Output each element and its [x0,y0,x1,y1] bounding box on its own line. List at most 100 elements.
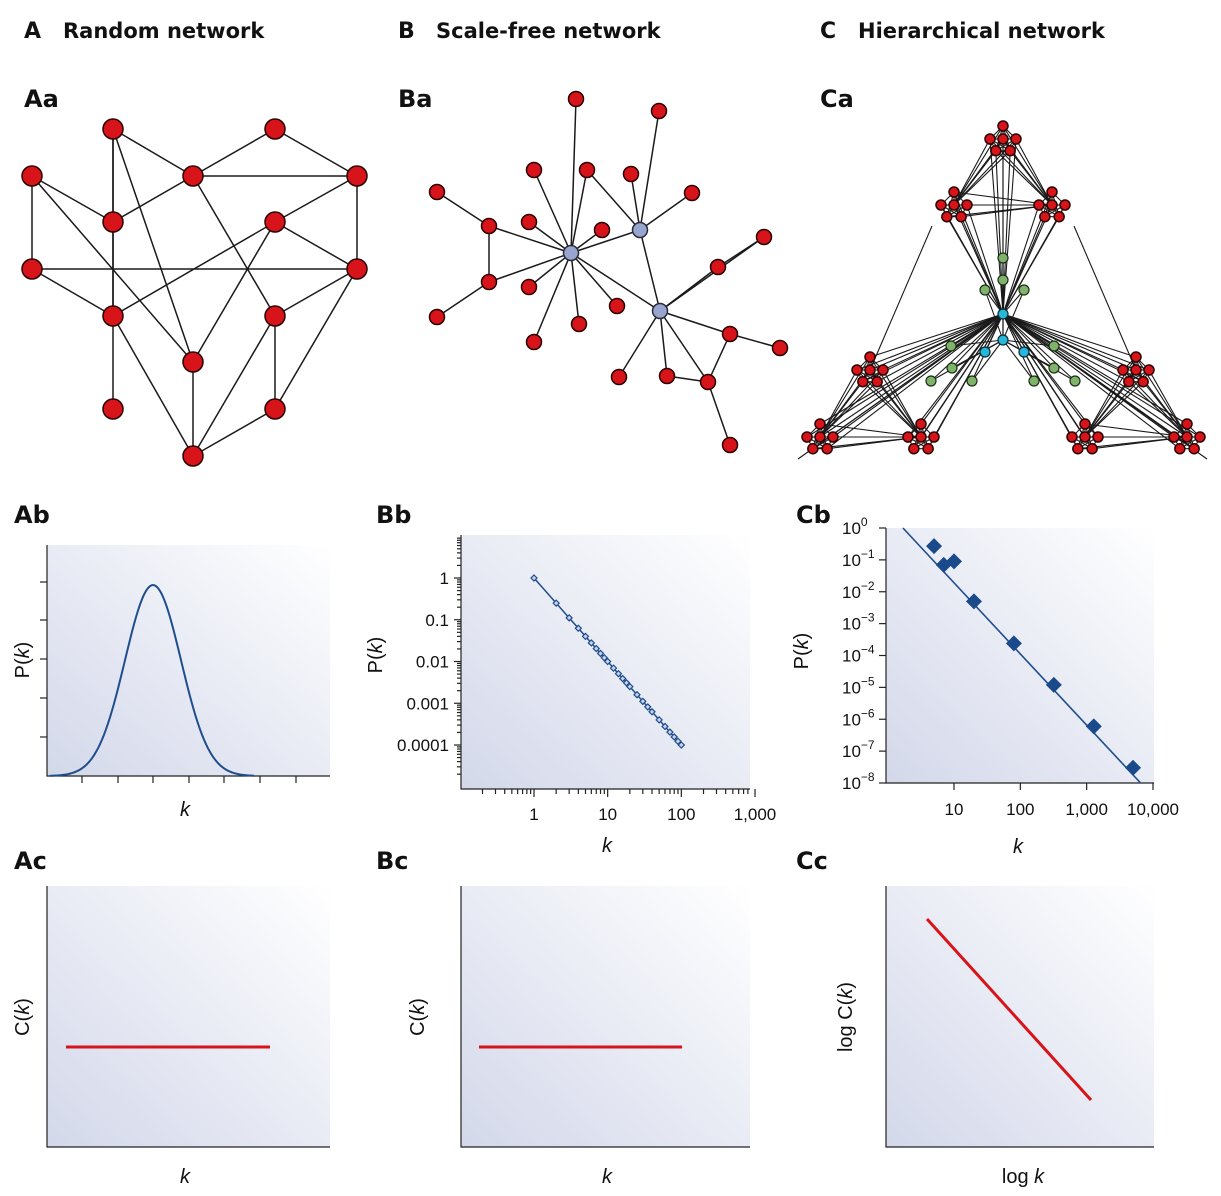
network-edge [436,191,490,227]
network-edge [1002,339,1055,347]
network-node [525,161,543,179]
ylabel-Cb: P(k) [791,633,813,670]
network-edge [707,333,731,383]
network-node [1010,133,1022,145]
x-tick-label: 1,000 [734,805,777,824]
hub-node [651,302,669,320]
y-tick-label: 10−6 [842,706,875,729]
network-node [1046,199,1058,211]
green-node [1069,375,1081,387]
network-edge [819,381,864,438]
data-point [603,657,612,666]
network-edge [1002,313,1188,438]
data-point [609,664,618,672]
network-node [928,431,940,443]
network-node [102,305,124,327]
ylabel-Ac: C(k) [12,998,34,1036]
data-point [1125,759,1142,776]
data-point [618,674,627,683]
network-edge [570,252,661,312]
network-edge [984,313,1004,353]
network-edge [950,313,1004,347]
network-edge [1084,369,1124,438]
data-point [670,733,679,741]
network-node [1004,144,1016,157]
network-edge [1009,150,1053,206]
cyan-hub-node [979,346,991,358]
ticks-Ab [40,581,297,783]
network-edge [533,252,572,343]
y-tick-label: 10−7 [842,738,875,761]
ylabel-text-Ac: C(k) [12,998,34,1036]
network-node [755,228,773,246]
network-node [525,333,543,351]
y-tick-label: 10−3 [842,611,875,634]
network-edge [995,150,1004,315]
panel-label-Ab: Ab [14,501,50,529]
network-edge [930,313,1004,382]
network-edge [1128,381,1188,438]
ticks-Bb: 1 10 100 1,000 1 0.1 0.01 0.001 0.0001 [397,537,777,824]
chart-Cb: 10 100 1,000 10,000 100 10−1 10−2 10−3 10−4 10−5 1… [791,515,1179,858]
network-node [1143,364,1155,376]
data-point [655,716,664,724]
network-edge [707,381,731,446]
network-node [1181,431,1193,443]
y-tick-label: 0.0001 [397,736,449,755]
green-node [1048,340,1060,352]
axes-Cc [885,886,1154,1148]
network-node [480,273,498,291]
green-node [1028,375,1040,387]
data-point [1045,676,1062,693]
network-edge [1002,313,1055,347]
x-tick-label: 10,000 [1127,800,1179,819]
network-edge [966,204,1004,315]
network-node [264,305,286,327]
network-node [182,445,204,467]
network-edge [1002,313,1137,371]
green-node [997,252,1009,264]
data-point [587,639,596,647]
green-node [925,375,937,387]
x-tick-label: 1 [529,805,538,824]
network-edge [533,169,572,254]
network-node [699,373,717,391]
network-edge [1002,313,1099,438]
network-node [990,144,1002,157]
xlabel-Ac: k [180,1166,191,1188]
data-point [1085,718,1102,735]
network-edge [1084,381,1130,438]
network-node [821,442,833,455]
network-edge [1002,313,1188,425]
header-B: B Scale-free network [398,19,662,44]
cyan-hub-node [1018,346,1030,358]
network-edge [920,313,1004,438]
network-edge [31,268,114,317]
network-node [428,183,446,201]
network-edge [528,221,572,254]
data-point [581,632,590,641]
network-node [650,102,668,120]
network-edge [274,221,358,270]
ticks-Cb: 10 100 1,000 10,000 100 10−1 10−2 10−3 10−4 10−5 1… [842,515,1179,819]
network-node [1059,199,1071,211]
network-node [1194,431,1206,443]
data-marks-Bb [530,574,686,749]
xlabel-Ab: k [180,799,191,821]
network-edge [112,175,194,223]
network-edge [112,128,194,363]
header-letter-C: C [820,19,836,44]
network-edge [274,128,358,177]
green-node [997,274,1009,286]
network-node [428,308,446,326]
scale-free-network-diagram [428,90,789,454]
network-edge [1002,204,1053,315]
network-edge [869,313,1004,371]
axes-Ac [46,886,330,1148]
plot-background-Ab [47,545,330,776]
cyan-hub-node [997,308,1009,320]
network-node [1174,442,1186,455]
chart-Cc: log k log C(k) [835,886,1154,1188]
data-point [622,678,631,687]
network-node [1181,418,1193,430]
